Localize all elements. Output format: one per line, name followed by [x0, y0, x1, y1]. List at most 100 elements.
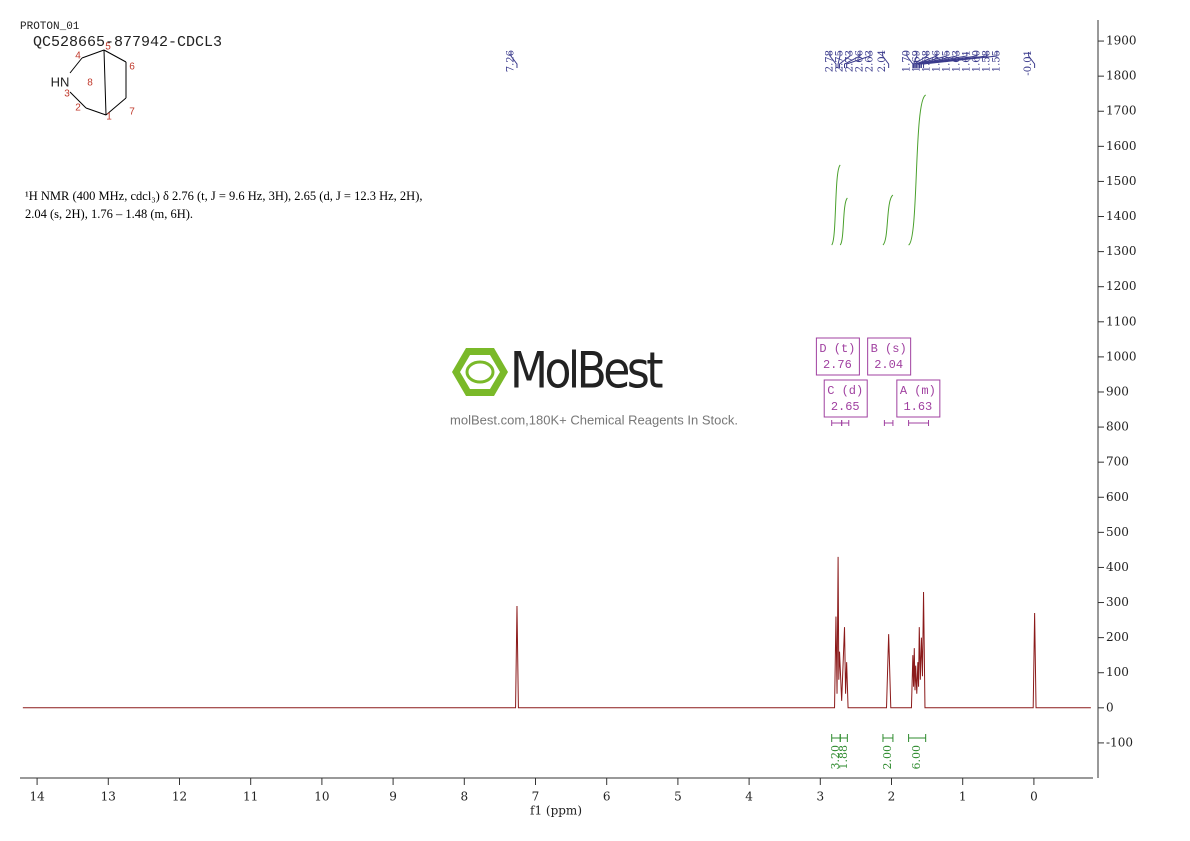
- hetero-atom: HN: [51, 74, 70, 89]
- peak-leader: [913, 52, 918, 68]
- peak-label: 2.04: [877, 50, 888, 72]
- x-tick-label: 11: [243, 790, 258, 804]
- x-tick-label: 6: [603, 790, 611, 804]
- peak-leader: [919, 52, 978, 68]
- peak-leader: [923, 52, 998, 68]
- integral-curve: [908, 94, 927, 246]
- atom-number: 8: [87, 78, 93, 89]
- y-tick-label: 600: [1106, 490, 1129, 504]
- peak-label: 1.63: [951, 50, 962, 72]
- integral-range: [908, 734, 927, 742]
- peak-leader: [920, 52, 988, 68]
- peak-label: 1.69: [911, 50, 922, 72]
- integral-range: [882, 734, 894, 742]
- y-tick-label: 0: [1106, 700, 1114, 714]
- peak-leader: [915, 52, 948, 68]
- peak-label: 7.26: [505, 50, 516, 72]
- molecule-bonds: [69, 49, 127, 116]
- watermark-tagline: molBest.com,180K+ Chemical Reagents In S…: [450, 412, 738, 427]
- x-tick-label: 8: [460, 790, 468, 804]
- atom-number: 4: [75, 51, 81, 62]
- multiplet-name: C (d): [827, 384, 863, 398]
- multiplet-box: [823, 379, 868, 418]
- multiplet-range: [883, 420, 894, 426]
- atom-number: 1: [106, 112, 112, 123]
- peak-leader: [829, 52, 837, 68]
- y-tick-label: 900: [1106, 384, 1129, 398]
- y-tick-label: 1800: [1106, 69, 1137, 83]
- y-tick-label: 200: [1106, 630, 1129, 644]
- multiplet-shift: 2.04: [874, 358, 903, 372]
- y-tick-label: 400: [1106, 560, 1129, 574]
- y-tick-label: 300: [1106, 595, 1129, 609]
- peak-label: 1.70: [901, 50, 912, 72]
- peak-label: 2.78: [824, 50, 835, 72]
- x-tick-label: 7: [532, 790, 540, 804]
- atom-number: 6: [129, 62, 135, 73]
- peak-leader: [837, 52, 841, 68]
- spectrum-line: [22, 556, 1091, 709]
- x-tick-label: 3: [816, 790, 824, 804]
- x-tick-label: 14: [29, 790, 45, 804]
- multiplet-name: B (s): [871, 342, 907, 356]
- peak-leader: [917, 52, 958, 68]
- peak-leader: [915, 52, 938, 68]
- x-tick-label: 5: [674, 790, 682, 804]
- peak-leader: [913, 52, 928, 68]
- integral-label: 6.00: [910, 745, 923, 770]
- y-tick-label: 100: [1106, 665, 1129, 679]
- peak-leader: [918, 52, 968, 68]
- y-tick-label: 700: [1106, 455, 1129, 469]
- peak-label: 1.58: [981, 50, 992, 72]
- peak-leader: [1028, 52, 1036, 68]
- peak-leader: [882, 52, 890, 68]
- peak-label: 1.60: [971, 50, 982, 72]
- peak-label: 1.61: [961, 50, 972, 72]
- peak-leader: [844, 52, 861, 68]
- x-tick-label: 10: [314, 790, 329, 804]
- x-tick-label: 1: [959, 790, 967, 804]
- peak-label: 1.55: [991, 50, 1002, 72]
- x-tick-label: 0: [1030, 790, 1038, 804]
- y-tick-label: 1700: [1106, 104, 1137, 118]
- multiplet-range: [908, 420, 930, 426]
- peak-leader: [839, 52, 851, 68]
- integral-range: [839, 734, 848, 742]
- multiplet-box: [896, 379, 941, 418]
- y-tick-label: 1200: [1106, 279, 1137, 293]
- x-tick-label: 4: [745, 790, 753, 804]
- multiplet-range: [831, 420, 843, 426]
- peak-leader: [906, 52, 914, 68]
- x-tick-label: 13: [101, 790, 116, 804]
- x-tick-label: 9: [389, 790, 397, 804]
- y-tick-label: -100: [1106, 735, 1133, 749]
- atom-number: 3: [64, 89, 70, 100]
- atom-number: 5: [105, 42, 111, 53]
- atom-number: 2: [75, 103, 81, 114]
- y-tick-label: 800: [1106, 420, 1129, 434]
- multiplet-shift: 1.63: [903, 400, 932, 414]
- description-line: ¹H NMR (400 MHz, cdcl₃) δ 2.76 (t, J = 9…: [25, 189, 423, 203]
- atom-number: 7: [129, 107, 135, 118]
- y-tick-label: 1100: [1106, 314, 1137, 328]
- multiplet-name: D (t): [819, 342, 855, 356]
- multiplet-box: [815, 337, 860, 376]
- x-tick-label: 12: [172, 790, 187, 804]
- x-axis-label: f1 (ppm): [530, 804, 582, 818]
- y-tick-label: 1000: [1106, 349, 1137, 363]
- integral-label: 1.88: [837, 745, 850, 770]
- title: QC528665-877942-CDCL3: [33, 34, 222, 51]
- integral-label: 2.00: [881, 745, 894, 770]
- peak-leader: [510, 52, 518, 68]
- integral-curve: [831, 164, 841, 246]
- integral-range: [831, 734, 841, 742]
- y-tick-label: 1500: [1106, 174, 1137, 188]
- x-tick-label: 2: [888, 790, 896, 804]
- multiplet-box: [867, 337, 912, 376]
- integral-label: 3.20: [829, 745, 842, 770]
- peak-label: -0.01: [1023, 50, 1034, 76]
- peak-label: 2.63: [864, 50, 875, 72]
- description-line: 2.04 (s, 2H), 1.76 – 1.48 (m, 6H).: [25, 207, 193, 221]
- y-tick-label: 1900: [1106, 34, 1137, 48]
